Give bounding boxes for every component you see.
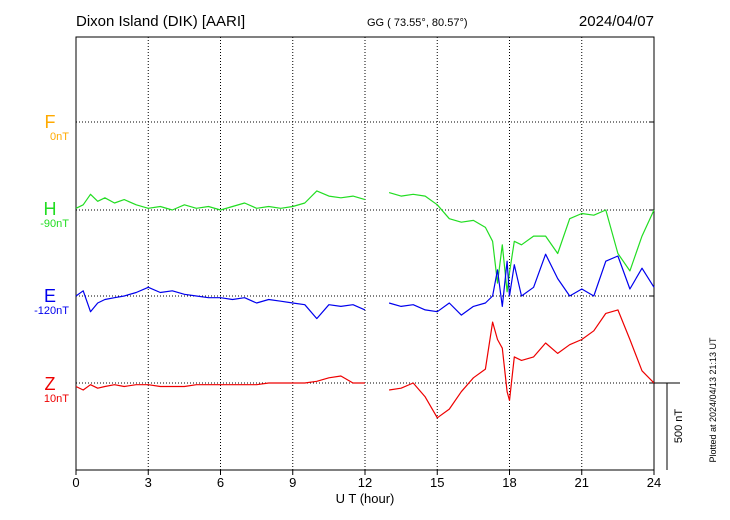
series-name-F: F	[45, 112, 56, 132]
trace-H-segment-2	[388, 192, 655, 293]
plot-date: 2024/04/07	[579, 13, 654, 30]
series-baseline-label-H: -90nT	[40, 218, 69, 230]
trace-Z-segment-2	[389, 309, 655, 419]
tick-label-15: 15	[430, 475, 444, 490]
series-name-H: H	[44, 199, 57, 219]
trace-H-segment-1	[75, 190, 366, 211]
series-baseline-label-Z: 10nT	[44, 393, 69, 405]
trace-E-segment-1	[75, 286, 366, 320]
scale-bar-label: 500 nT	[673, 409, 685, 444]
tick-label-24: 24	[647, 475, 661, 490]
x-axis-label: U T (hour)	[336, 491, 395, 506]
series-name-Z: Z	[45, 374, 56, 394]
tick-label-12: 12	[358, 475, 372, 490]
tick-label-18: 18	[502, 475, 516, 490]
station-title: Dixon Island (DIK) [AARI]	[76, 13, 245, 30]
x-axis-ticks: 0 3 6 9 12 15 18 21 24	[72, 470, 661, 490]
station-coordinates: GG ( 73.55°, 80.57°)	[367, 17, 468, 29]
tick-label-3: 3	[145, 475, 152, 490]
tick-label-21: 21	[575, 475, 589, 490]
series-name-E: E	[44, 286, 56, 306]
tick-label-0: 0	[72, 475, 79, 490]
vertical-gridlines	[147, 37, 583, 470]
series-baseline-label-F: 0nT	[50, 131, 69, 143]
tick-label-6: 6	[217, 475, 224, 490]
tick-label-9: 9	[289, 475, 296, 490]
series-baseline-label-E: -120nT	[34, 305, 69, 317]
plotted-timestamp: Plotted at 2024/04/13 21:13 UT	[708, 337, 718, 463]
trace-E-segment-2	[388, 253, 655, 316]
series-traces	[75, 190, 655, 419]
trace-Z-segment-1	[75, 375, 365, 391]
